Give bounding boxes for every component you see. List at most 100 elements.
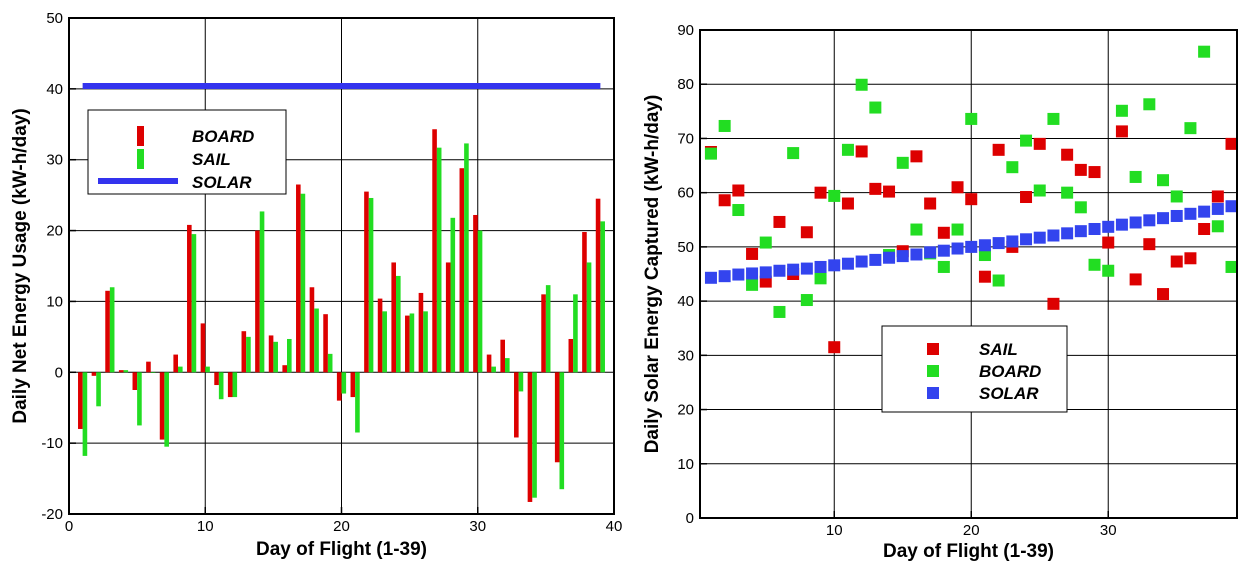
bar-board (541, 294, 546, 373)
point-board (910, 223, 923, 236)
point-solar (883, 251, 896, 264)
bar-sail (545, 285, 551, 373)
point-sail (841, 197, 854, 210)
bar-board (78, 372, 83, 429)
point-board (746, 278, 759, 291)
bar-board (527, 372, 533, 502)
y-tick-label: 90 (677, 22, 694, 39)
legend-swatch-sail (137, 149, 144, 169)
point-solar (1157, 212, 1170, 225)
point-board (787, 147, 800, 160)
point-board (1129, 170, 1142, 183)
point-sail (1198, 222, 1211, 235)
bar-sail (382, 311, 387, 373)
y-tick-label: -10 (41, 435, 63, 452)
bar-board (568, 338, 574, 373)
bar-sail (573, 294, 578, 373)
point-sail (1170, 255, 1183, 268)
x-tick-label: 10 (197, 518, 214, 535)
bar-sail (273, 341, 278, 373)
point-solar (704, 271, 717, 284)
point-solar (1088, 222, 1101, 235)
point-board (965, 112, 978, 125)
legend-label-sail: SAIL (192, 150, 231, 169)
bar-board (173, 354, 178, 373)
chart-left: 0 10 20 30 40 -20 -10 0 10 20 30 40 50 Day of Flight … (10, 10, 622, 560)
point-sail (1033, 137, 1046, 150)
bar-board (391, 262, 396, 373)
y-tick-label: 0 (686, 510, 694, 527)
bar-board (146, 361, 151, 373)
point-sail (828, 341, 841, 354)
bar-board (377, 298, 383, 373)
point-board (869, 101, 882, 114)
y-tick-label: 60 (677, 185, 694, 202)
x-axis-label: Day of Flight (1-39) (256, 539, 427, 560)
bar-sail (327, 353, 333, 373)
point-board (814, 272, 827, 285)
point-board (800, 294, 813, 307)
x-tick-label: 0 (65, 518, 73, 535)
point-board (704, 147, 717, 160)
x-tick-label: 20 (333, 518, 350, 535)
bar-sail (532, 372, 537, 498)
bar-board (132, 372, 138, 390)
bar-board (595, 198, 601, 373)
point-solar (1006, 235, 1019, 248)
bar-board (214, 372, 219, 386)
bar-sail (109, 287, 115, 373)
x-tick-label: 10 (826, 522, 843, 539)
point-sail (746, 247, 759, 260)
point-sail (951, 181, 964, 194)
point-solar (787, 263, 800, 276)
bar-sail (586, 262, 592, 373)
bar-sail (137, 372, 142, 426)
legend-label-board: BOARD (979, 362, 1041, 381)
bar-sail (205, 366, 210, 373)
point-sail (1129, 273, 1142, 286)
point-solar (1033, 231, 1046, 244)
point-sail (910, 150, 923, 163)
point-solar (746, 267, 759, 280)
bar-board (500, 339, 505, 373)
legend-box (881, 325, 1068, 413)
y-tick-label: -20 (41, 506, 63, 523)
y-axis-label: Daily Solar Energy Captured (kW-h/day) (642, 95, 663, 454)
bar-board (105, 290, 110, 373)
point-solar (1102, 220, 1115, 233)
y-tick-label: 40 (677, 293, 694, 310)
legend-swatch-board (927, 365, 939, 377)
bar-sail (341, 372, 347, 394)
point-board (1115, 104, 1128, 117)
bar-board (118, 370, 124, 373)
point-solar (773, 264, 786, 277)
y-tick-label: 30 (46, 152, 63, 169)
y-tick-label: 50 (677, 239, 694, 256)
point-board (855, 78, 868, 91)
x-axis-label: Day of Flight (1-39) (883, 541, 1054, 562)
point-sail (1211, 190, 1224, 203)
point-sail (1088, 166, 1101, 179)
point-sail (855, 145, 868, 158)
x-tick-label: 30 (1100, 522, 1117, 539)
point-board (1184, 122, 1197, 135)
point-solar (1047, 229, 1060, 242)
point-solar (828, 259, 841, 272)
point-solar (1143, 214, 1156, 227)
point-solar (992, 237, 1005, 250)
bar-sail (464, 143, 469, 373)
point-solar (1211, 202, 1224, 215)
point-board (1061, 186, 1074, 199)
bar-sail (123, 370, 129, 373)
point-sail (759, 275, 772, 288)
point-solar (1170, 209, 1183, 222)
bar-board (241, 331, 247, 373)
bar-board (91, 372, 97, 376)
bar-sail (368, 197, 374, 373)
point-board (828, 189, 841, 202)
point-sail (773, 215, 786, 228)
legend-swatch-board (137, 126, 144, 146)
bar-sail (396, 275, 401, 373)
point-board (992, 274, 1005, 287)
